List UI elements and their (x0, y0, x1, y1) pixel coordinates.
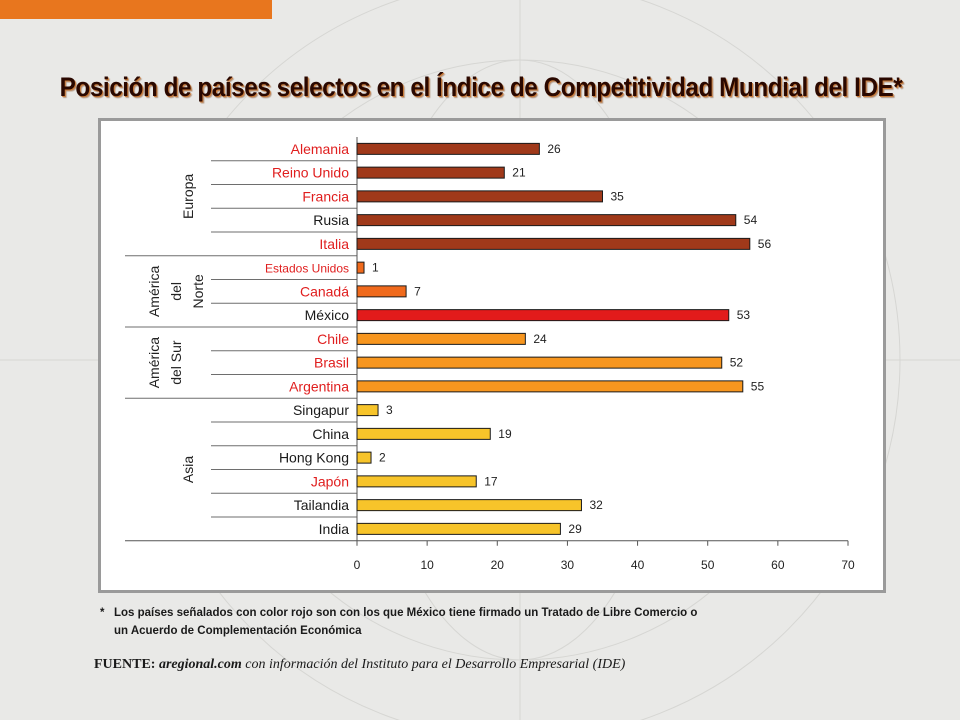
value-label: 55 (751, 379, 765, 393)
page-title: Posición de países selectos en el Índice… (59, 72, 903, 102)
source-text: con información del Instituto para el De… (245, 657, 626, 672)
value-label: 3 (386, 403, 393, 417)
x-tick-label: 70 (841, 558, 855, 572)
category-label: Reino Unido (272, 165, 349, 181)
bar (356, 142, 540, 155)
x-tick-label: 40 (631, 558, 645, 572)
bar (356, 237, 751, 250)
group-label: del Sur (168, 340, 184, 385)
bar (356, 261, 365, 274)
group-label: Asia (180, 456, 196, 483)
category-label: Singapur (293, 402, 349, 418)
category-label: Canadá (300, 283, 349, 299)
value-label: 35 (611, 189, 625, 203)
value-label: 24 (533, 332, 547, 346)
value-label: 19 (498, 427, 512, 441)
category-label: Chile (317, 331, 349, 347)
bar (356, 309, 730, 322)
value-label: 26 (547, 142, 561, 156)
group-label: Norte (190, 274, 206, 308)
bar (356, 285, 407, 298)
value-label: 53 (737, 308, 751, 322)
bar (356, 427, 491, 440)
category-label: Francia (302, 188, 349, 204)
bar (356, 166, 505, 179)
source-brand: aregional.com (158, 657, 242, 672)
bar (356, 499, 582, 512)
category-label: Estados Unidos (265, 262, 349, 276)
value-label: 52 (730, 356, 744, 370)
chart-panel: 0 10 20 30 40 50 60 70 Europa América del Norte Amér… (98, 118, 886, 593)
category-label: India (319, 521, 350, 537)
category-label: Japón (311, 473, 349, 489)
group-label: Europa (180, 174, 196, 219)
source-lead: FUENTE: (94, 657, 156, 672)
x-tick-label: 50 (701, 558, 715, 572)
category-label: Hong Kong (279, 450, 349, 466)
x-tick-label: 20 (491, 558, 505, 572)
group-label: América (146, 337, 162, 389)
ranking-bar-chart: 0 10 20 30 40 50 60 70 Europa América del Norte Amér… (125, 137, 855, 572)
x-tick-label: 10 (420, 558, 434, 572)
category-label: China (312, 426, 349, 442)
value-label: 17 (484, 474, 498, 488)
value-label: 32 (589, 498, 603, 512)
footnote-line-2: un Acuerdo de Complementación Económica (114, 625, 362, 637)
x-tick-label: 60 (771, 558, 785, 572)
footnote: * Los países señalados con color rojo son… (100, 604, 860, 640)
bar (356, 404, 379, 417)
value-label: 21 (512, 166, 526, 180)
value-label: 1 (372, 261, 379, 275)
bar (356, 380, 744, 393)
category-label: Argentina (289, 378, 349, 394)
top-accent-bar (0, 0, 272, 19)
category-label: Brasil (314, 355, 349, 371)
bar (356, 214, 737, 227)
category-label: Tailandia (294, 497, 349, 513)
bar (356, 190, 603, 203)
bar (356, 451, 372, 464)
footnote-line-1: Los países señalados con color rojo son … (114, 607, 698, 619)
source-line: FUENTE: aregional.com con información de… (94, 657, 625, 673)
bar (356, 522, 561, 535)
group-label: del (168, 282, 184, 301)
value-label: 7 (414, 284, 421, 298)
bar (356, 475, 477, 488)
value-label: 2 (379, 451, 386, 465)
value-label: 56 (758, 237, 772, 251)
category-label: Alemania (291, 141, 350, 157)
category-label: Italia (319, 236, 349, 252)
bar (356, 332, 526, 345)
x-tick-label: 0 (354, 558, 361, 572)
category-label: Rusia (313, 212, 349, 228)
category-label: México (305, 307, 350, 323)
bar (356, 356, 723, 369)
value-label: 29 (568, 522, 582, 536)
group-label: América (146, 265, 162, 317)
footnote-marker: * (100, 607, 105, 619)
value-label: 54 (744, 213, 758, 227)
x-tick-label: 30 (561, 558, 575, 572)
